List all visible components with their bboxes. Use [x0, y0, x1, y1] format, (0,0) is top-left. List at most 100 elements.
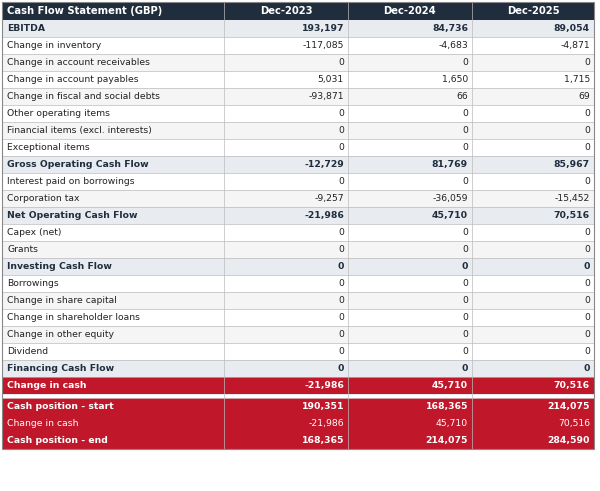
Text: Dec-2024: Dec-2024: [383, 6, 436, 16]
Text: 0: 0: [462, 279, 468, 288]
Text: 0: 0: [338, 228, 344, 237]
Bar: [2, 309, 594, 326]
Text: 0: 0: [462, 126, 468, 135]
Text: 0: 0: [462, 143, 468, 152]
Text: 0: 0: [462, 347, 468, 356]
Text: 0: 0: [584, 347, 590, 356]
Bar: [2, 122, 594, 139]
Text: Dec-2023: Dec-2023: [260, 6, 312, 16]
Text: Borrowings: Borrowings: [7, 279, 59, 288]
Text: 0: 0: [338, 279, 344, 288]
Text: 69: 69: [578, 92, 590, 101]
Text: 0: 0: [338, 109, 344, 118]
Bar: [2, 292, 594, 309]
Text: 284,590: 284,590: [548, 436, 590, 445]
Text: 0: 0: [462, 58, 468, 67]
Text: Change in account receivables: Change in account receivables: [7, 58, 150, 67]
Text: 0: 0: [584, 313, 590, 322]
Bar: [2, 398, 594, 415]
Bar: [2, 343, 594, 360]
Text: Capex (net): Capex (net): [7, 228, 61, 237]
Text: 214,075: 214,075: [425, 436, 468, 445]
Text: 0: 0: [338, 126, 344, 135]
Bar: [2, 258, 594, 275]
Text: -93,871: -93,871: [308, 92, 344, 101]
Text: 84,736: 84,736: [432, 24, 468, 33]
Text: Cash position - end: Cash position - end: [7, 436, 108, 445]
Text: Dividend: Dividend: [7, 347, 48, 356]
Text: -21,986: -21,986: [308, 419, 344, 428]
Text: -21,986: -21,986: [304, 381, 344, 390]
Text: 0: 0: [338, 58, 344, 67]
Bar: [2, 139, 594, 156]
Text: Interest paid on borrowings: Interest paid on borrowings: [7, 177, 134, 186]
Text: 0: 0: [338, 177, 344, 186]
Text: Change in other equity: Change in other equity: [7, 330, 114, 339]
Text: Corporation tax: Corporation tax: [7, 194, 79, 203]
Text: 0: 0: [337, 364, 344, 373]
Bar: [2, 224, 594, 241]
Bar: [2, 2, 594, 20]
Text: Change in inventory: Change in inventory: [7, 41, 101, 50]
Text: 0: 0: [338, 296, 344, 305]
Text: Investing Cash Flow: Investing Cash Flow: [7, 262, 112, 271]
Text: 5,031: 5,031: [318, 75, 344, 84]
Bar: [2, 190, 594, 207]
Text: 0: 0: [338, 313, 344, 322]
Text: 0: 0: [584, 126, 590, 135]
Text: 168,365: 168,365: [302, 436, 344, 445]
Text: Change in shareholder loans: Change in shareholder loans: [7, 313, 140, 322]
Text: 0: 0: [337, 262, 344, 271]
Text: EBITDA: EBITDA: [7, 24, 45, 33]
Text: Change in account payables: Change in account payables: [7, 75, 139, 84]
Bar: [2, 275, 594, 292]
Text: 0: 0: [584, 245, 590, 254]
Bar: [2, 54, 594, 71]
Bar: [2, 377, 594, 394]
Text: 0: 0: [584, 143, 590, 152]
Text: 0: 0: [338, 245, 344, 254]
Text: 70,516: 70,516: [554, 381, 590, 390]
Text: 70,516: 70,516: [554, 211, 590, 220]
Text: 0: 0: [584, 296, 590, 305]
Text: 45,710: 45,710: [436, 419, 468, 428]
Text: Other operating items: Other operating items: [7, 109, 110, 118]
Bar: [2, 360, 594, 377]
Text: 0: 0: [461, 262, 468, 271]
Text: 214,075: 214,075: [548, 402, 590, 411]
Bar: [2, 207, 594, 224]
Text: 0: 0: [338, 330, 344, 339]
Text: 45,710: 45,710: [432, 211, 468, 220]
Text: 1,715: 1,715: [564, 75, 590, 84]
Bar: [2, 105, 594, 122]
Text: 0: 0: [583, 262, 590, 271]
Text: 0: 0: [462, 313, 468, 322]
Text: 81,769: 81,769: [432, 160, 468, 169]
Text: 0: 0: [584, 279, 590, 288]
Text: -4,871: -4,871: [560, 41, 590, 50]
Text: Change in cash: Change in cash: [7, 381, 86, 390]
Text: Change in share capital: Change in share capital: [7, 296, 117, 305]
Text: Net Operating Cash Flow: Net Operating Cash Flow: [7, 211, 137, 220]
Bar: [2, 71, 594, 88]
Bar: [2, 415, 594, 432]
Text: 0: 0: [462, 228, 468, 237]
Text: 0: 0: [462, 245, 468, 254]
Bar: [2, 88, 594, 105]
Text: 0: 0: [462, 296, 468, 305]
Text: -12,729: -12,729: [304, 160, 344, 169]
Text: Change in fiscal and social debts: Change in fiscal and social debts: [7, 92, 160, 101]
Text: 193,197: 193,197: [302, 24, 344, 33]
Text: 168,365: 168,365: [425, 402, 468, 411]
Text: 66: 66: [456, 92, 468, 101]
Text: Change in cash: Change in cash: [7, 419, 79, 428]
Bar: [2, 241, 594, 258]
Text: -21,986: -21,986: [304, 211, 344, 220]
Text: -117,085: -117,085: [302, 41, 344, 50]
Text: 0: 0: [584, 228, 590, 237]
Text: Grants: Grants: [7, 245, 38, 254]
Text: 1,650: 1,650: [442, 75, 468, 84]
Bar: [2, 326, 594, 343]
Text: 85,967: 85,967: [554, 160, 590, 169]
Text: Financial items (excl. interests): Financial items (excl. interests): [7, 126, 152, 135]
